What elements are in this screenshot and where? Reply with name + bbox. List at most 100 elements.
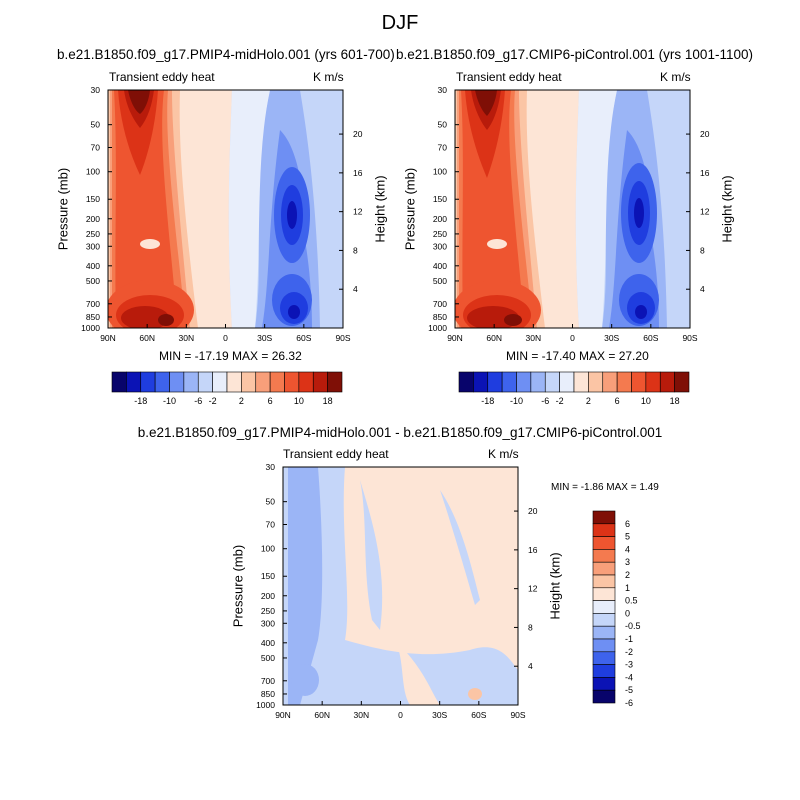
colorbar-swatch xyxy=(592,625,616,640)
colorbar-swatch xyxy=(183,371,199,393)
x-tick-label: 60S xyxy=(643,333,658,343)
colorbar-label: 6 xyxy=(615,396,620,406)
colorbar-swatch xyxy=(631,371,647,393)
y2-tick-label: 20 xyxy=(700,129,710,139)
contour-pos-8 xyxy=(128,90,150,114)
colorbar-swatch xyxy=(516,371,532,393)
colorbar-swatch xyxy=(226,371,242,393)
colorbar-label: -10 xyxy=(163,396,176,406)
colorbar-label: -5 xyxy=(625,685,633,695)
colorbar-swatch xyxy=(327,371,343,393)
colorbar-swatch xyxy=(255,371,271,393)
colorbar-label: 10 xyxy=(294,396,304,406)
y-tick-label: 70 xyxy=(91,143,101,153)
y2-tick-label: 16 xyxy=(528,545,538,555)
y-tick-label: 1000 xyxy=(81,323,100,333)
x-tick-label: 60N xyxy=(486,333,502,343)
colorbar-label: 18 xyxy=(670,396,680,406)
colorbar-swatch xyxy=(592,574,616,589)
y-tick-label: 850 xyxy=(433,312,447,322)
left-contour-plot xyxy=(108,90,343,328)
x-tick-label: 60N xyxy=(314,710,330,720)
x-tick-label: 30N xyxy=(354,710,370,720)
contour-neg-3 xyxy=(360,480,383,630)
y-tick-label: 30 xyxy=(438,85,448,95)
y-tick-label: 700 xyxy=(433,299,447,309)
x-tick-label: 30S xyxy=(432,710,447,720)
diff-panel-title: b.e21.B1850.f09_g17.PMIP4-midHolo.001 - … xyxy=(137,425,663,440)
colorbar-swatch xyxy=(544,371,560,393)
contour-patch xyxy=(140,239,160,249)
x-tick-label: 0 xyxy=(398,710,403,720)
colorbar-swatch xyxy=(616,371,632,393)
x-tick-label: 60N xyxy=(139,333,155,343)
y-tick-label: 100 xyxy=(433,167,447,177)
y-tick-label: 200 xyxy=(433,214,447,224)
y-tick-label: 200 xyxy=(86,214,100,224)
y2-tick-label: 8 xyxy=(528,622,533,632)
colorbar-swatch xyxy=(269,371,285,393)
y-tick-label: 500 xyxy=(261,653,275,663)
colorbar-swatch xyxy=(197,371,213,393)
y-tick-label: 150 xyxy=(86,194,100,204)
colorbar-swatch xyxy=(592,523,616,537)
colorbar-swatch xyxy=(212,371,228,393)
y-tick-label: 50 xyxy=(438,120,448,130)
colorbar-swatch xyxy=(592,677,616,691)
colorbar-swatch xyxy=(592,549,616,563)
left-panel-title: b.e21.B1850.f09_g17.PMIP4-midHolo.001 (y… xyxy=(57,47,395,62)
colorbar-swatch xyxy=(559,371,575,393)
colorbar-swatch xyxy=(154,371,170,393)
colorbar-swatch xyxy=(140,371,156,393)
y-tick-label: 700 xyxy=(86,299,100,309)
y2-tick-label: 4 xyxy=(353,284,358,294)
y-tick-label: 50 xyxy=(266,497,276,507)
colorbar-swatch xyxy=(659,371,675,393)
x-tick-label: 60S xyxy=(296,333,311,343)
y-tick-label: 500 xyxy=(433,276,447,286)
colorbar-swatch xyxy=(169,371,185,393)
contour-low-4 xyxy=(504,314,522,326)
y-tick-label: 850 xyxy=(261,689,275,699)
colorbar-swatch xyxy=(674,371,690,393)
contour-neg-1 xyxy=(283,467,518,705)
y2-tick-label: 4 xyxy=(700,284,705,294)
colorbar-label: -2 xyxy=(556,396,564,406)
colorbar-label: -6 xyxy=(541,396,549,406)
y-tick-label: 100 xyxy=(86,167,100,177)
colorbar-label: 2 xyxy=(625,570,630,580)
y-tick-label: 1000 xyxy=(428,323,447,333)
y2-tick-label: 12 xyxy=(700,207,710,217)
x-tick-label: 90S xyxy=(335,333,350,343)
right-panel-variable: Transient eddy heat xyxy=(456,70,562,84)
contour-neg-7 xyxy=(287,201,297,229)
left-colorbar: -18 -10 -6 -2 2 6 10 18 xyxy=(111,371,343,406)
colorbar-label: 3 xyxy=(625,557,630,567)
colorbar-label: -0.5 xyxy=(625,621,641,631)
colorbar-label: 1 xyxy=(625,583,630,593)
contour-neg-8 xyxy=(635,305,647,319)
x-tick-label: 0 xyxy=(570,333,575,343)
colorbar-swatch xyxy=(592,510,616,525)
x-tick-label: 30N xyxy=(179,333,195,343)
contour-fringe xyxy=(575,90,617,328)
colorbar-swatch xyxy=(602,371,618,393)
contour-low-3 xyxy=(121,306,169,328)
colorbar-label: 2 xyxy=(239,396,244,406)
y-tick-label: 400 xyxy=(86,261,100,271)
diff-minmax: MIN = -1.86 MAX = 1.49 xyxy=(551,482,659,493)
x-tick-label: 30S xyxy=(604,333,619,343)
colorbar-label: 18 xyxy=(323,396,333,406)
left-minmax: MIN = -17.19 MAX = 26.32 xyxy=(159,349,302,363)
colorbar-label: 4 xyxy=(625,544,630,554)
colorbar-label: -3 xyxy=(625,660,633,670)
right-panel-title: b.e21.B1850.f09_g17.CMIP6-piControl.001 … xyxy=(396,47,753,62)
colorbar-label: 6 xyxy=(268,396,273,406)
y-tick-label: 700 xyxy=(261,676,275,686)
colorbar-swatch xyxy=(588,371,604,393)
contour-fringe xyxy=(228,90,270,328)
page-title: DJF xyxy=(381,12,419,34)
colorbar-swatch xyxy=(241,371,257,393)
x-tick-label: 90N xyxy=(100,333,116,343)
colorbar-label: -1 xyxy=(625,634,633,644)
